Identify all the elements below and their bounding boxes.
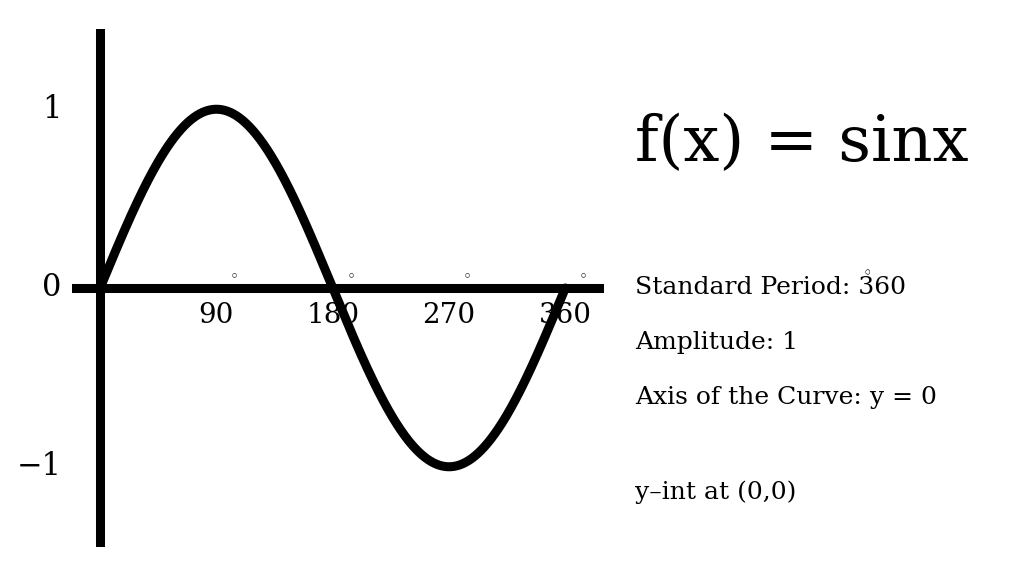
Text: ◦: ◦ [463, 270, 472, 285]
Text: 270: 270 [423, 302, 475, 329]
Text: ◦: ◦ [346, 270, 355, 285]
Text: 0: 0 [42, 272, 61, 304]
Text: Axis of the Curve: y = 0: Axis of the Curve: y = 0 [635, 386, 937, 409]
Text: Standard Period: 360: Standard Period: 360 [635, 276, 906, 300]
Text: 90: 90 [199, 302, 234, 329]
Text: ◦: ◦ [862, 265, 871, 282]
Text: Amplitude: 1: Amplitude: 1 [635, 331, 798, 354]
Text: 180: 180 [306, 302, 359, 329]
Text: 360: 360 [539, 302, 592, 329]
Text: 1: 1 [42, 94, 61, 125]
Text: y–int at (0,0): y–int at (0,0) [635, 481, 797, 504]
Text: ◦: ◦ [230, 270, 239, 285]
Text: −1: −1 [16, 451, 61, 482]
Text: f(x) = sinx: f(x) = sinx [635, 113, 969, 175]
Text: ◦: ◦ [579, 270, 588, 285]
